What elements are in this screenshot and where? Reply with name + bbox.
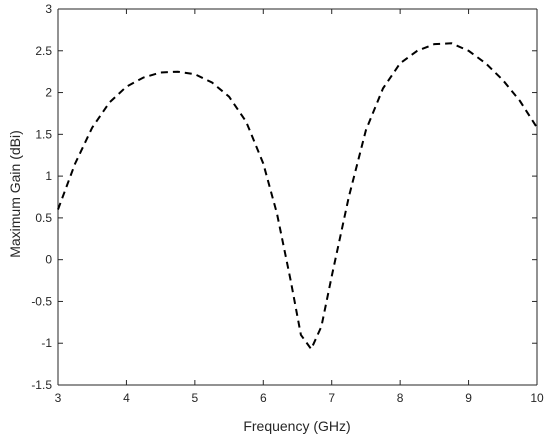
y-tick-label: 1.5 xyxy=(35,127,52,141)
series-group xyxy=(57,42,538,352)
x-tick-label: 9 xyxy=(465,391,472,405)
y-tick-label: 2 xyxy=(45,86,52,100)
y-tick-label: 3 xyxy=(45,2,52,16)
x-tick-label: 3 xyxy=(55,391,62,405)
y-tick-label: -1.5 xyxy=(31,378,52,392)
x-tick-label: 6 xyxy=(260,391,267,405)
y-axis-label: Maximum Gain (dBi) xyxy=(7,130,23,258)
x-tick-label: 5 xyxy=(192,391,199,405)
y-ticks: -1.5 -1 -0.5 0 0.5 1 1.5 2 2.5 3 xyxy=(31,2,537,392)
y-tick-label: 0 xyxy=(45,253,52,267)
y-tick-label: 2.5 xyxy=(35,44,52,58)
y-tick-label: 1 xyxy=(45,169,52,183)
x-tick-label: 8 xyxy=(397,391,404,405)
x-tick-label: 7 xyxy=(328,391,335,405)
y-tick-label: 0.5 xyxy=(35,211,52,225)
plot-area xyxy=(57,8,538,386)
x-tick-label: 4 xyxy=(123,391,130,405)
series-line xyxy=(57,42,538,352)
x-tick-label: 10 xyxy=(530,391,544,405)
x-axis-label: Frequency (GHz) xyxy=(243,418,350,434)
y-tick-label: -0.5 xyxy=(31,294,52,308)
x-ticks: 3 4 5 6 7 8 9 10 xyxy=(55,9,544,405)
y-tick-label: -1 xyxy=(41,336,52,350)
